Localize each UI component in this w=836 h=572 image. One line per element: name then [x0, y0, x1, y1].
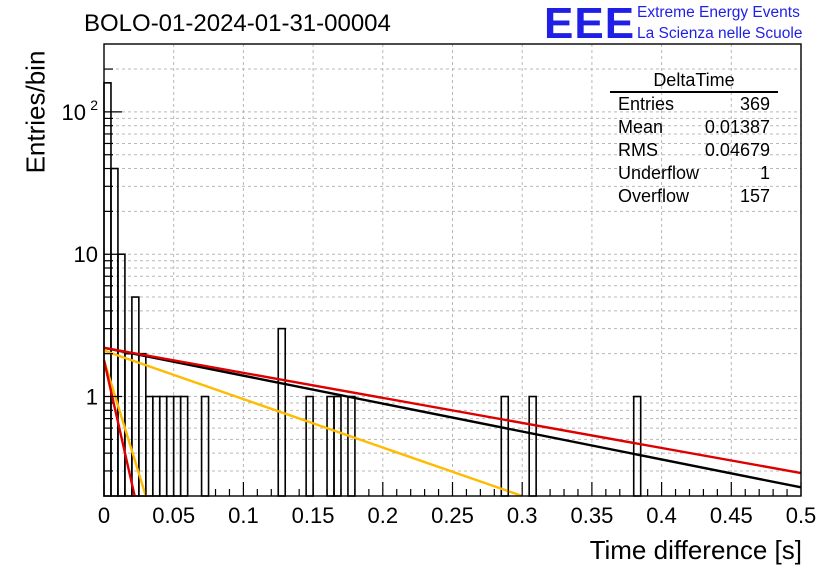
stats-label: Mean	[618, 117, 664, 137]
stats-label: Overflow	[618, 186, 690, 206]
histogram-bar	[347, 395, 356, 497]
histogram-bar	[158, 395, 168, 497]
stats-value: 0.04679	[704, 140, 770, 160]
stats-box: DeltaTime Entries 369 Mean 0.01387 RMS 0.04…	[610, 70, 778, 208]
y-tick-exponent: 2	[90, 97, 98, 113]
histogram-bars	[103, 82, 642, 497]
x-tick-label: 0.05	[152, 503, 195, 528]
histogram-bar	[117, 253, 126, 497]
x-axis-label: Time difference [s]	[589, 535, 802, 565]
stats-row-mean: Mean 0.01387	[610, 116, 778, 139]
stats-title: DeltaTime	[610, 70, 778, 93]
histogram-bar	[326, 395, 335, 497]
stats-value: 157	[739, 186, 770, 206]
y-tick-label: 1	[86, 385, 98, 410]
grid-lines	[104, 44, 801, 496]
stats-value: 0.01387	[704, 117, 770, 137]
logo-subtitle-2: La Scienza nelle Scuole	[637, 25, 803, 42]
stats-row-overflow: Overflow 157	[610, 185, 778, 208]
x-tick-labels: 0 0.05 0.1 0.15 0.2 0.25 0.3 0.35 0.4 0.45 0.5	[98, 503, 816, 528]
stats-value: 369	[739, 94, 770, 114]
x-tick-label: 0.35	[570, 503, 613, 528]
histogram-bar	[179, 395, 189, 497]
x-tick-label: 0.2	[368, 503, 399, 528]
histogram-bar	[632, 395, 642, 497]
x-tick-label: 0.45	[710, 503, 753, 528]
histogram-bar	[165, 395, 175, 497]
histogram-bar	[151, 395, 161, 497]
logo-subtitle-1: Extreme Energy Events	[637, 4, 800, 21]
histogram-bar	[172, 395, 182, 497]
histogram-bar	[145, 395, 154, 497]
stats-row-entries: Entries 369	[610, 93, 778, 116]
histogram-bar	[528, 395, 537, 497]
fit-curves	[102, 346, 802, 498]
histogram-bar	[103, 82, 112, 497]
fit-curve	[102, 359, 136, 497]
x-tick-label: 0.5	[786, 503, 817, 528]
x-tick-label: 0.1	[228, 503, 259, 528]
y-tick-label: 10	[62, 100, 86, 125]
histogram-bar	[333, 395, 342, 497]
stats-row-rms: RMS 0.04679	[610, 139, 778, 162]
stats-label: RMS	[618, 140, 658, 160]
eee-logo: EEE	[544, 0, 636, 48]
x-tick-label: 0	[98, 503, 110, 528]
histogram-bar	[110, 167, 119, 497]
fit-curve	[103, 346, 802, 489]
x-tick-label: 0.4	[646, 503, 677, 528]
stats-label: Entries	[618, 94, 675, 114]
stats-label: Underflow	[618, 163, 700, 183]
histogram-bar	[200, 395, 210, 497]
axes	[103, 43, 802, 497]
stats-row-underflow: Underflow 1	[610, 162, 778, 185]
y-tick-label: 10	[74, 242, 98, 267]
y-axis-label: Entries/bin	[20, 50, 51, 174]
x-tick-label: 0.15	[292, 503, 335, 528]
plot-title: BOLO-01-2024-01-31-00004	[84, 10, 391, 37]
fit-curve	[103, 349, 523, 498]
fit-curve	[103, 346, 802, 475]
histogram-bar	[305, 395, 314, 497]
histogram-bar	[500, 395, 510, 497]
fit-curve	[102, 359, 147, 497]
x-tick-label: 0.3	[507, 503, 538, 528]
stats-value: 1	[759, 163, 770, 183]
x-tick-label: 0.25	[431, 503, 474, 528]
